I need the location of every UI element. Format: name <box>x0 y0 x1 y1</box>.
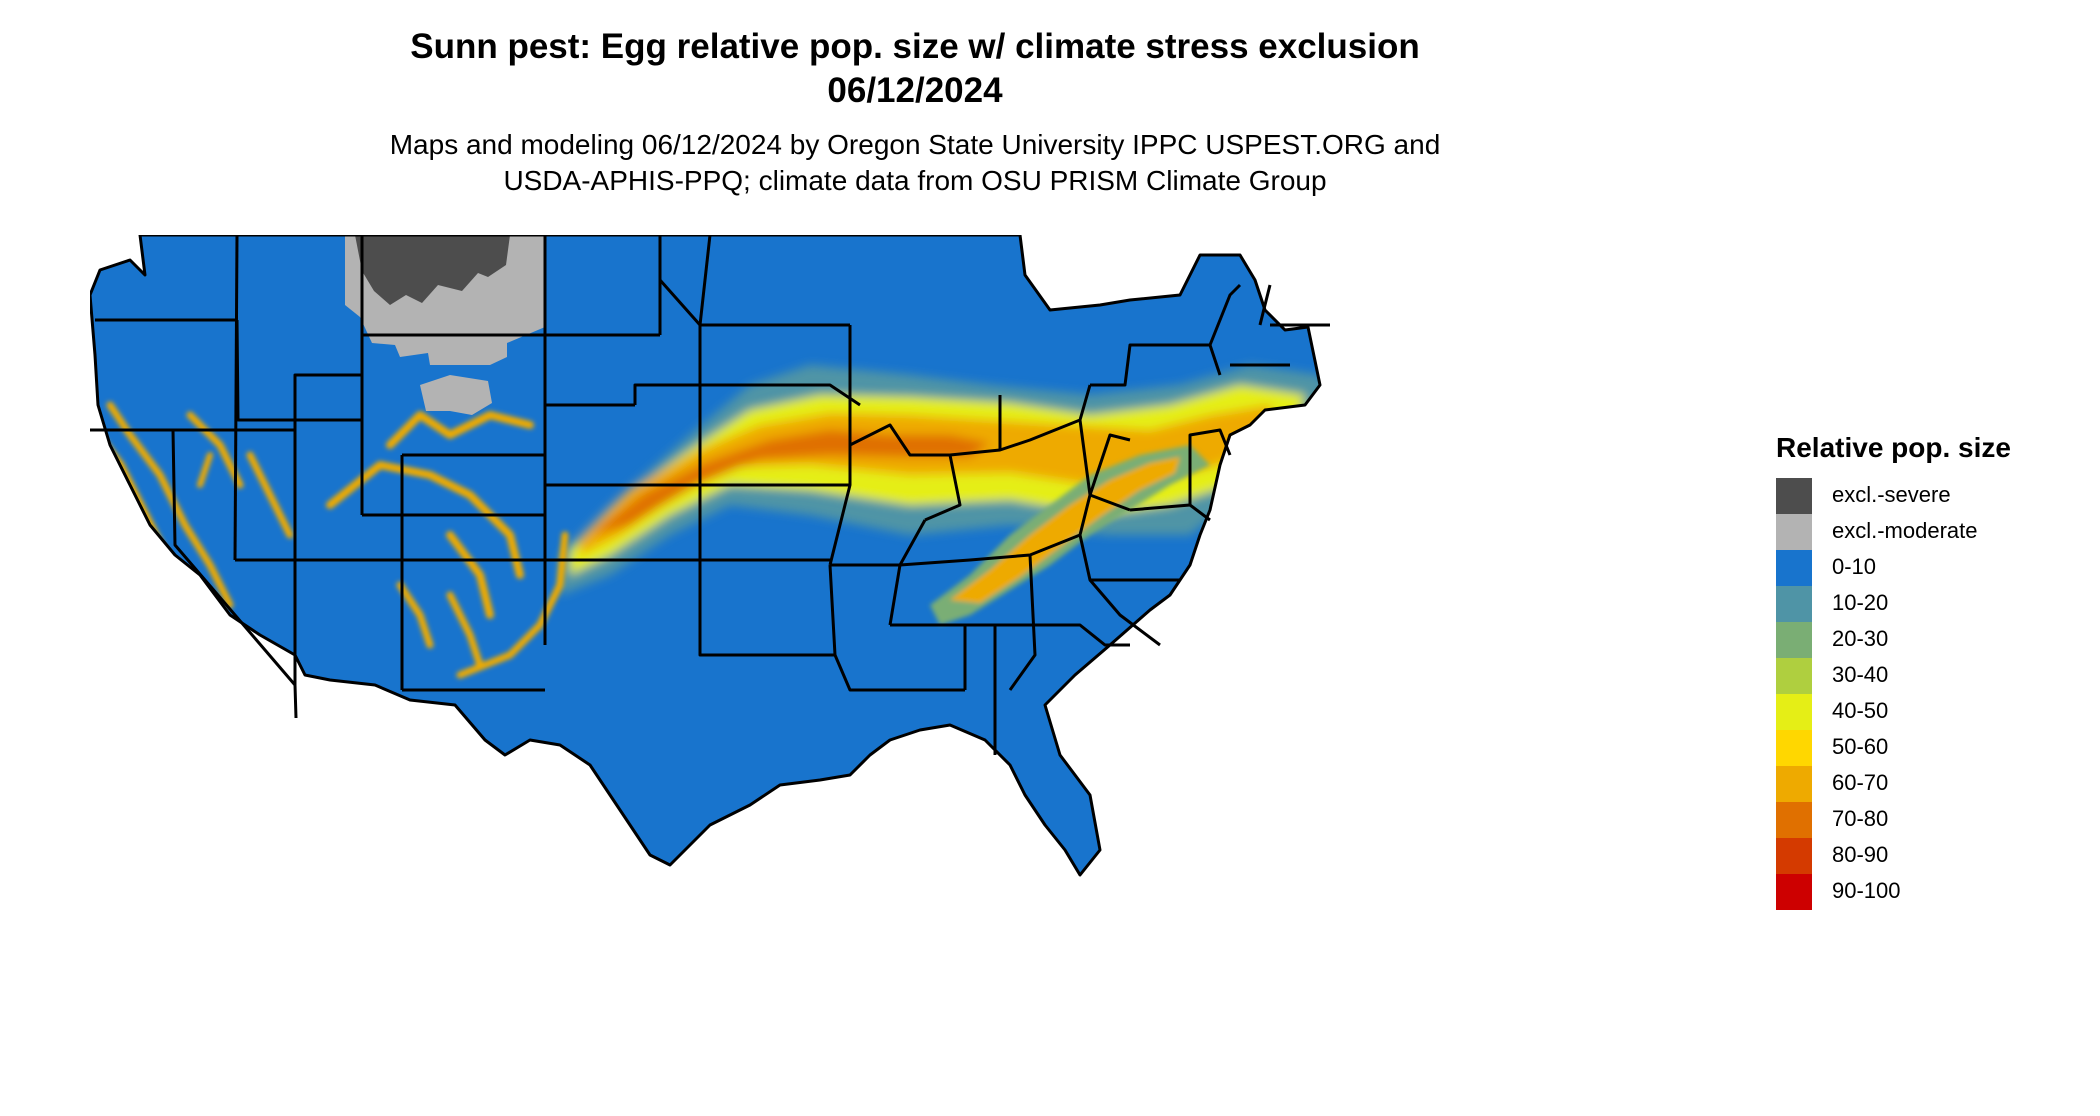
legend-item: 0-10 <box>1776 550 2076 586</box>
band-60-70 <box>580 405 1280 555</box>
legend-label: 40-50 <box>1832 698 1889 723</box>
legend-label: 50-60 <box>1832 734 1889 759</box>
legend-swatch <box>1776 550 1812 586</box>
legend-label: 70-80 <box>1832 806 1889 831</box>
legend-swatch <box>1776 514 1812 550</box>
legend-item: excl.-moderate <box>1776 514 2076 550</box>
state-borders <box>90 235 1330 755</box>
legend-item: excl.-severe <box>1776 478 2076 514</box>
legend-item: 20-30 <box>1776 622 2076 658</box>
legend-swatch <box>1776 658 1812 694</box>
legend-swatch <box>1776 838 1812 874</box>
legend-label: 10-20 <box>1832 590 1889 615</box>
population-overlay <box>90 235 1320 679</box>
legend-swatch <box>1776 622 1812 658</box>
us-map <box>90 235 1330 877</box>
map-subtitle-line-1: Maps and modeling 06/12/2024 by Oregon S… <box>389 129 1441 160</box>
legend-label: 60-70 <box>1832 770 1889 795</box>
legend-swatch <box>1776 586 1812 622</box>
legend-swatch <box>1776 874 1812 910</box>
legend-item: 30-40 <box>1776 658 2076 694</box>
excl-severe-zone <box>355 235 510 305</box>
excl-moderate-wyoming <box>420 375 492 415</box>
legend-label: 80-90 <box>1832 842 1889 867</box>
legend-label: 90-100 <box>1832 878 1901 903</box>
legend-label: excl.-moderate <box>1832 518 1978 543</box>
legend-swatch <box>1776 766 1812 802</box>
map-subtitle-line-2: USDA-APHIS-PPQ; climate data from OSU PR… <box>503 165 1327 196</box>
legend-label: 30-40 <box>1832 662 1889 687</box>
map-date: 06/12/2024 <box>827 71 1003 110</box>
legend-swatch <box>1776 802 1812 838</box>
appalachian-band-60-70 <box>950 457 1180 603</box>
us-outline <box>90 235 1322 877</box>
legend-label: 20-30 <box>1832 626 1889 651</box>
legend-label: excl.-severe <box>1832 482 1951 507</box>
legend-item: 10-20 <box>1776 586 2076 622</box>
band-70-80 <box>590 430 990 535</box>
legend-item: 60-70 <box>1776 766 2076 802</box>
legend-swatch <box>1776 478 1812 514</box>
legend-item: 70-80 <box>1776 802 2076 838</box>
legend: Relative pop. size excl.-severe excl.-mod… <box>1776 432 2076 932</box>
legend-item: 90-100 <box>1776 874 2076 910</box>
legend-title: Relative pop. size <box>1776 432 2011 463</box>
legend-swatch <box>1776 730 1812 766</box>
legend-item: 80-90 <box>1776 838 2076 874</box>
us-landmass <box>90 235 1320 875</box>
legend-label: 0-10 <box>1832 554 1877 579</box>
legend-swatch <box>1776 694 1812 730</box>
map-title: Sunn pest: Egg relative pop. size w/ cli… <box>410 27 1420 66</box>
legend-item: 40-50 <box>1776 694 2076 730</box>
legend-item: 50-60 <box>1776 730 2076 766</box>
